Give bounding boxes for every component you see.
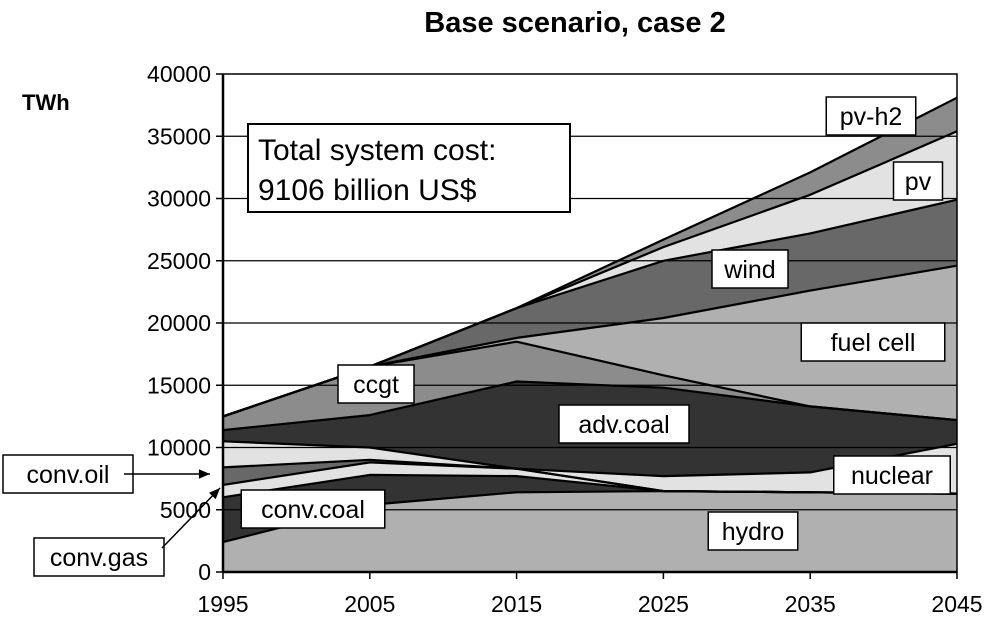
y-tick-label-40000: 40000 xyxy=(147,61,211,87)
series-label-box xyxy=(240,489,386,529)
series-label-pv-h2: pv-h2 xyxy=(825,96,917,136)
series-label-text: conv.gas xyxy=(50,544,148,572)
y-tick-label-35000: 35000 xyxy=(147,123,211,149)
series-label-text: fuel cell xyxy=(831,329,916,357)
series-label-box xyxy=(825,96,917,136)
area-ccgt xyxy=(223,341,957,431)
series-label-box xyxy=(707,511,799,551)
x-tick-label-2035: 2035 xyxy=(785,591,836,617)
series-label-text: wind xyxy=(723,256,775,284)
series-label-conv-coal: conv.coal xyxy=(240,489,386,529)
y-tick-label-30000: 30000 xyxy=(147,186,211,212)
series-label-box xyxy=(711,249,789,289)
x-tick-label-1995: 1995 xyxy=(197,591,248,617)
y-axis-label: TWh xyxy=(22,90,70,115)
x-tick-label-2025: 2025 xyxy=(638,591,689,617)
y-tick-label-25000: 25000 xyxy=(147,248,211,274)
total-cost-annotation: Total system cost: 9106 billion US$ xyxy=(247,123,571,213)
series-label-text: conv.oil xyxy=(27,461,110,489)
area-conv-gas xyxy=(223,462,957,498)
series-label-box xyxy=(892,161,944,201)
x-tick-labels: 1995 2005 2015 2025 2035 2045 xyxy=(197,572,983,617)
series-label-fuel-cell: fuel cell xyxy=(800,322,946,362)
area-fuel-cell xyxy=(223,265,957,421)
series-label-hydro: hydro xyxy=(707,511,799,551)
series-label-box xyxy=(337,364,415,404)
y-tick-label-0: 0 xyxy=(198,559,211,585)
annotation-frame xyxy=(247,123,571,213)
series-labels: hydro conv.coal conv.gas conv.oil nuclear adv… xyxy=(2,96,951,577)
series-label-adv-coal: adv.coal xyxy=(558,404,690,444)
series-label-box xyxy=(833,455,951,495)
series-label-text: pv xyxy=(905,168,932,196)
series-label-arrowhead xyxy=(209,488,220,500)
y-tick-label-15000: 15000 xyxy=(147,372,211,398)
series-label-box xyxy=(2,454,134,494)
annotation-line-2: 9106 billion US$ xyxy=(258,174,477,207)
series-label-text: nuclear xyxy=(851,462,933,490)
series-label-wind: wind xyxy=(711,249,789,289)
y-tick-label-20000: 20000 xyxy=(147,310,211,336)
series-label-pv: pv xyxy=(892,161,944,201)
series-label-ccgt: ccgt xyxy=(337,364,415,404)
area-conv-coal xyxy=(223,474,957,543)
x-tick-label-2015: 2015 xyxy=(491,591,542,617)
series-label-box xyxy=(558,404,690,444)
series-label-text: ccgt xyxy=(353,371,399,399)
x-tick-label-2005: 2005 xyxy=(344,591,395,617)
series-label-box xyxy=(800,322,946,362)
series-label-text: pv-h2 xyxy=(840,103,903,131)
series-label-box xyxy=(33,537,165,577)
annotation-line-1: Total system cost: xyxy=(258,134,496,167)
series-label-text: hydro xyxy=(722,518,785,546)
series-label-text: conv.coal xyxy=(261,496,365,524)
series-label-arrow xyxy=(161,487,221,549)
y-tick-label-5000: 5000 xyxy=(160,497,211,523)
series-label-nuclear: nuclear xyxy=(833,455,951,495)
series-label-arrowhead xyxy=(198,469,210,479)
y-tick-labels: 0 5000 10000 15000 20000 25000 30000 35000 40000 xyxy=(147,61,223,585)
y-tick-label-10000: 10000 xyxy=(147,435,211,461)
area-nuclear xyxy=(223,441,957,494)
series-label-conv-gas: conv.gas xyxy=(33,487,221,577)
series-label-conv-oil: conv.oil xyxy=(2,454,210,494)
chart-title: Base scenario, case 2 xyxy=(424,7,725,39)
series-label-text: adv.coal xyxy=(578,411,669,439)
x-tick-label-2045: 2045 xyxy=(931,591,982,617)
